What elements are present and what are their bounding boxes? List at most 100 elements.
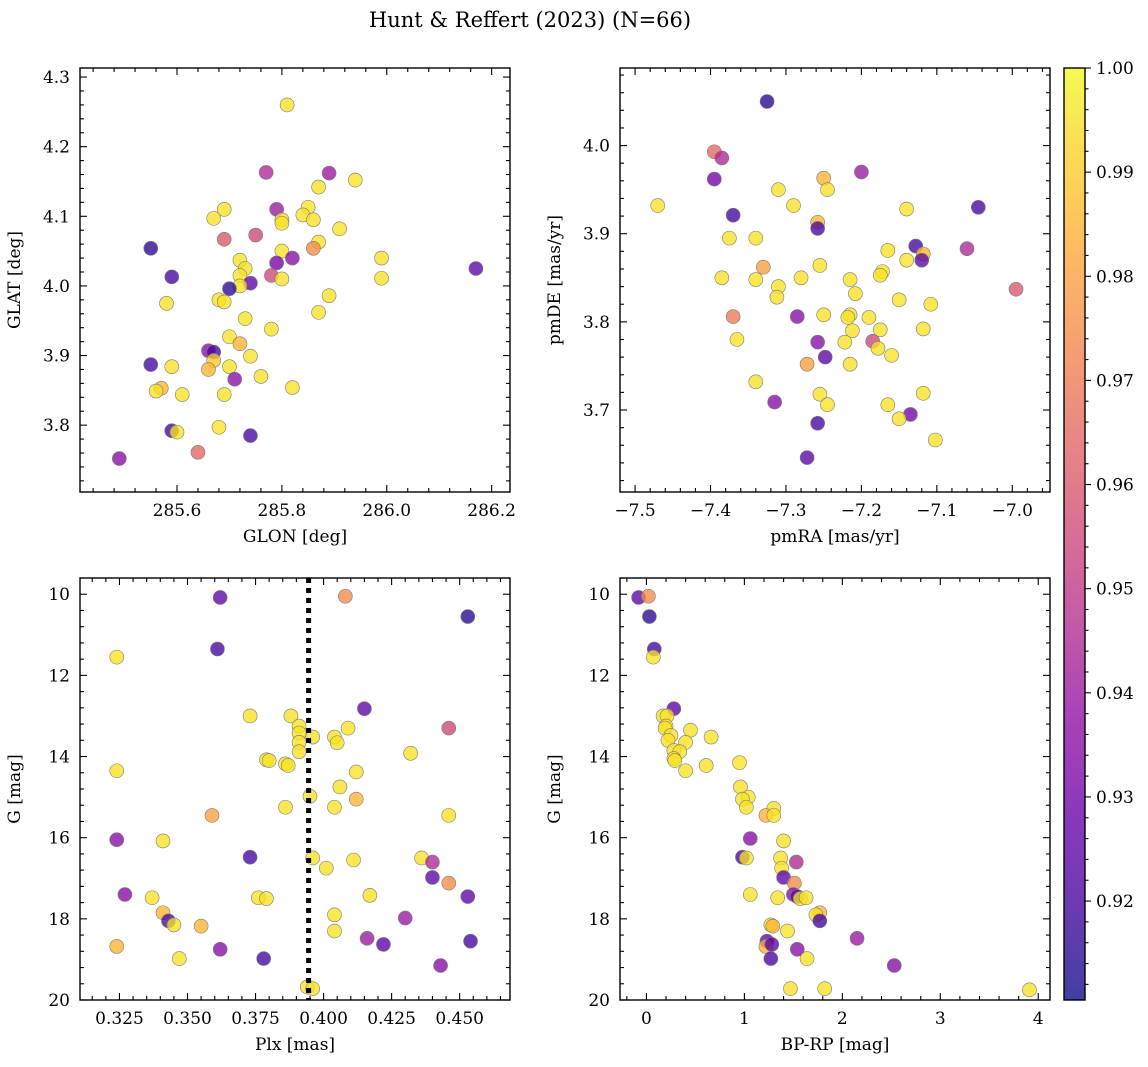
data-point: [357, 701, 372, 716]
data-point: [703, 729, 719, 745]
data-point: [766, 808, 782, 823]
data-point: [258, 165, 274, 180]
data-point: [886, 958, 902, 973]
y-tick-label: 14: [588, 748, 610, 768]
axes-frame: [79, 67, 511, 493]
data-point: [799, 951, 815, 966]
x-tick-label: 3: [935, 1009, 946, 1029]
x-tick-label: 4: [1033, 1009, 1044, 1029]
data-point: [169, 424, 185, 440]
x-axis-label: GLON [deg]: [243, 527, 347, 547]
y-tick-label: 12: [588, 666, 610, 686]
axis-ticks: [620, 577, 1050, 1001]
data-point: [274, 271, 290, 287]
data-point: [812, 386, 828, 402]
data-point: [870, 341, 886, 356]
data-point: [269, 255, 284, 271]
x-tick-label: 0.375: [231, 1009, 280, 1029]
y-tick-label: 4.3: [43, 68, 70, 88]
data-point: [164, 359, 180, 374]
data-point: [786, 198, 801, 213]
data-point: [884, 348, 899, 363]
data-point: [789, 941, 805, 957]
data-point: [641, 588, 656, 604]
y-tick-label: 12: [48, 666, 70, 686]
data-point: [190, 445, 206, 460]
x-axis-label: BP-RP [mag]: [781, 1035, 890, 1055]
data-point: [374, 270, 389, 286]
y-tick-label: 14: [48, 748, 70, 768]
data-point: [441, 875, 457, 891]
data-point: [748, 230, 764, 246]
panel-plx-g: 0.325 0.350 0.375 0.400 0.425 0.450 10 12 14 16 18…: [5, 577, 511, 1055]
colorbar-tick-label: 0.94: [1096, 684, 1134, 704]
data-point: [248, 227, 263, 243]
data-point: [742, 887, 758, 902]
data-point: [698, 758, 714, 773]
axes-frame: [79, 577, 511, 1001]
data-point: [117, 887, 133, 902]
data-point: [810, 415, 825, 431]
x-axis-label: pmRA [mas/yr]: [770, 527, 899, 547]
y-tick-label: 16: [588, 829, 610, 849]
y-axis-label: G [mag]: [5, 754, 25, 823]
colorbar-tick-label: 0.93: [1096, 788, 1134, 808]
y-tick-label: 16: [48, 829, 70, 849]
data-point: [264, 321, 279, 337]
data-point: [769, 289, 785, 305]
data-point: [280, 758, 296, 773]
data-point: [872, 322, 888, 338]
y-axis-label: G [mag]: [545, 754, 565, 823]
data-point: [259, 891, 274, 906]
y-tick-label: 4.1: [43, 207, 70, 227]
data-point: [143, 357, 159, 372]
y-tick-label: 3.8: [43, 416, 70, 436]
y-tick-label: 3.9: [43, 347, 70, 367]
data-point: [1022, 982, 1037, 998]
data-point: [880, 243, 896, 258]
scatter-points: [631, 588, 1037, 998]
x-tick-label: 285.8: [258, 501, 307, 521]
data-point: [321, 165, 337, 181]
data-point: [164, 269, 180, 285]
data-point: [812, 258, 828, 273]
data-point: [928, 432, 943, 448]
data-point: [756, 259, 771, 275]
data-point: [274, 215, 290, 231]
data-point: [374, 250, 389, 266]
data-point: [155, 833, 171, 849]
data-point: [425, 870, 440, 885]
data-point: [764, 937, 780, 952]
x-tick-label: 285.6: [153, 501, 202, 521]
colorbar-gradient: [1064, 68, 1085, 1000]
y-tick-label: 18: [48, 910, 70, 930]
data-point: [837, 334, 853, 350]
data-point: [776, 833, 791, 849]
panel-glon-glat: 285.6 285.8 286.0 286.2 3.8 3.9 4.0 4.1 4.2 4.3 GL…: [5, 67, 516, 547]
x-tick-label: −7.1: [916, 501, 957, 521]
x-tick-label: −7.4: [690, 501, 731, 521]
data-point: [285, 380, 300, 395]
data-point: [748, 272, 764, 287]
data-point: [318, 860, 334, 876]
y-axis-label: GLAT [deg]: [5, 231, 25, 329]
data-point: [362, 888, 378, 903]
data-point: [143, 241, 159, 256]
data-point: [206, 211, 222, 226]
data-point: [923, 296, 939, 312]
data-point: [812, 913, 828, 929]
y-tick-label: 10: [588, 585, 610, 605]
data-point: [722, 230, 737, 246]
data-point: [112, 451, 127, 466]
data-point: [166, 917, 182, 933]
x-tick-label: 0.450: [435, 1009, 484, 1029]
data-point: [216, 231, 232, 247]
data-point: [842, 356, 858, 372]
x-tick-label: 0.400: [299, 1009, 348, 1029]
data-point: [403, 745, 418, 761]
data-point: [971, 199, 986, 215]
data-point: [783, 981, 798, 996]
colorbar-tick-label: 1.00: [1096, 59, 1134, 79]
data-point: [748, 374, 764, 390]
